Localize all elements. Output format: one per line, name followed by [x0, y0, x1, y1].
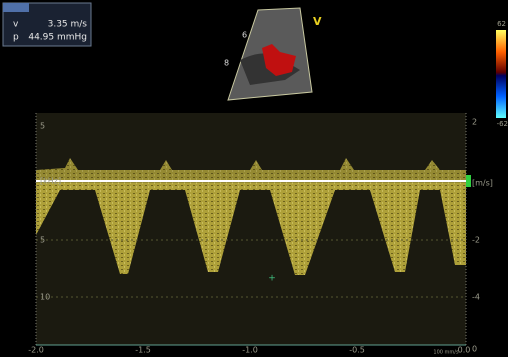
time-tick-label: 0.0: [458, 346, 471, 355]
right-tick-label: [m/s]: [472, 179, 493, 188]
time-tick-label: -2.0: [28, 346, 44, 355]
color-bar: [496, 30, 506, 118]
cursor: +: [268, 274, 276, 284]
screen: v 3.35 m/s p 44.95 mmHg 6 8 V 62 -62 + 5…: [0, 0, 508, 357]
label: v: [13, 20, 19, 30]
measurement-box: v 3.35 m/s p 44.95 mmHg: [3, 3, 91, 46]
label: p: [13, 33, 19, 43]
time-tick-label: -1.5: [135, 346, 151, 355]
mode: V: [313, 15, 322, 28]
right-tick-label: 0: [472, 345, 477, 354]
right-tick-label: -2: [472, 236, 480, 245]
color-bottom: -62: [497, 120, 508, 128]
left-tick-label: 5: [40, 122, 45, 131]
depth-label: 8: [224, 59, 229, 68]
left-tick-label: 10: [40, 293, 50, 302]
left-tick-label: [kHz]: [40, 177, 61, 186]
value: 44.95 mmHg: [28, 33, 87, 43]
box-header: [3, 3, 29, 12]
baseline-marker: [466, 175, 471, 187]
sweep-speed: 100 mm/s: [433, 350, 459, 356]
value: 3.35 m/s: [48, 20, 88, 30]
right-tick-label: 2: [472, 118, 477, 127]
spectrum: +: [36, 113, 471, 345]
color-top: 62: [497, 20, 506, 28]
depth-label: 6: [242, 31, 247, 40]
left-tick-label: 5: [40, 236, 45, 245]
right-tick-label: -4: [472, 293, 480, 302]
time-tick-label: -0.5: [349, 346, 365, 355]
time-tick-label: -1.0: [242, 346, 258, 355]
